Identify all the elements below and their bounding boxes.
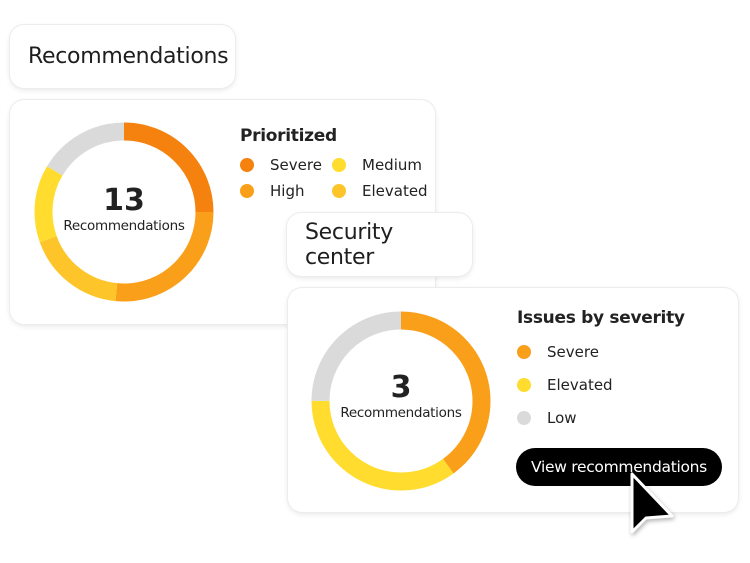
legend-dot [332, 184, 346, 198]
legend-item-elevated: Elevated [332, 182, 428, 200]
view-recommendations-button[interactable]: View recommendations [516, 448, 722, 486]
legend-label: Medium [362, 156, 422, 174]
legend-label: High [270, 182, 305, 200]
legend-item-low: Low [517, 409, 577, 427]
donut-segment-severe [34, 122, 214, 302]
legend-item-elevated: Elevated [517, 376, 613, 394]
recommendations-title-card: Recommendations [10, 25, 235, 88]
legend-item-high: High [240, 182, 304, 200]
security-donut [311, 311, 491, 491]
security-count-label: Recommendations [340, 405, 462, 421]
recommendations-count-label: Recommendations [63, 218, 185, 234]
legend-item-severe: Severe [240, 156, 322, 174]
legend-label: Severe [547, 343, 599, 361]
donut-segment-medium [34, 122, 214, 302]
legend-dot [517, 411, 531, 425]
legend-label: Severe [270, 156, 322, 174]
donut-segment-low [311, 311, 491, 491]
recommendations-count: 13 [103, 183, 145, 218]
security-center-title-card: Security center [287, 213, 472, 276]
donut-segment-elevated [311, 311, 491, 491]
mouse-pointer-icon [630, 472, 674, 534]
security-count: 3 [390, 370, 412, 405]
legend-label: Elevated [547, 376, 613, 394]
legend-dot [240, 158, 254, 172]
legend-label: Elevated [362, 182, 428, 200]
donut-segment-high [34, 122, 214, 302]
legend-dot [517, 378, 531, 392]
legend-dot [240, 184, 254, 198]
security-center-title: Security center [305, 219, 393, 270]
legend-dot [517, 345, 531, 359]
legend-item-medium: Medium [332, 156, 422, 174]
recommendations-card: 13 Recommendations Prioritized Severe Me… [10, 100, 435, 324]
legend-dot [332, 158, 346, 172]
recommendations-donut [34, 122, 214, 302]
legend-label: Low [547, 409, 577, 427]
prioritized-heading: Prioritized [240, 126, 337, 146]
recommendations-title: Recommendations [28, 44, 229, 69]
issues-heading: Issues by severity [517, 308, 685, 328]
legend-item-severe: Severe [517, 343, 599, 361]
